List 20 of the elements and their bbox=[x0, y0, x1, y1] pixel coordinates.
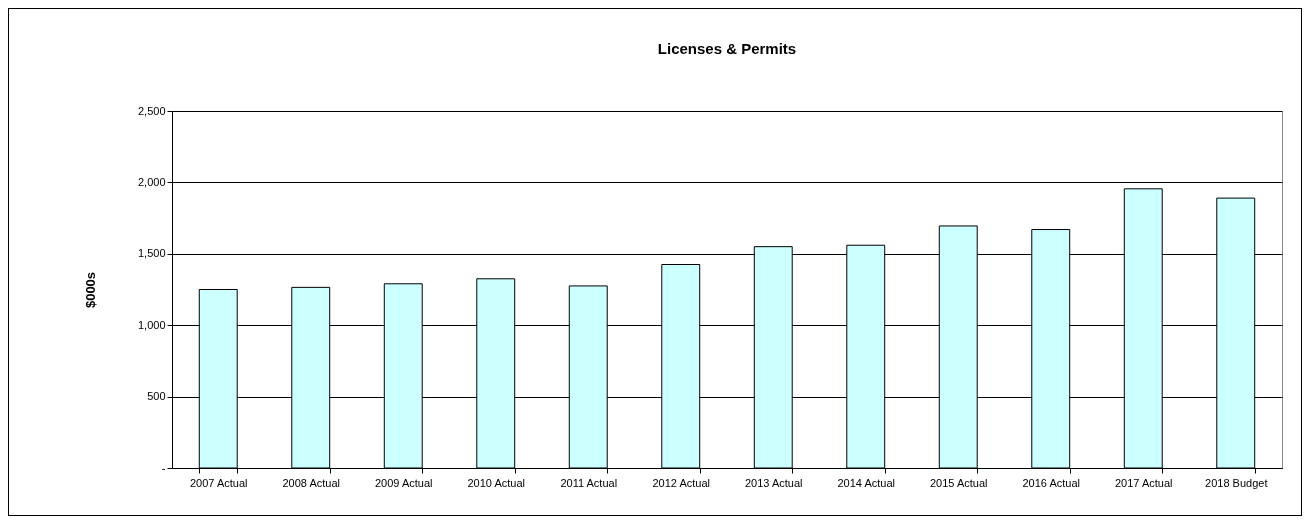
x-tick-label: 2011 Actual bbox=[560, 476, 618, 489]
y-tick-label: 2,000 bbox=[137, 175, 166, 188]
chart-title: Licenses & Permits bbox=[657, 40, 797, 57]
x-tick-label: 2010 Actual bbox=[467, 476, 525, 489]
y-tick-label: 1,500 bbox=[137, 247, 166, 260]
x-tick-label: 2012 Actual bbox=[652, 476, 710, 489]
x-tick-label: 2015 Actual bbox=[930, 476, 988, 489]
x-tick-label: 2016 Actual bbox=[1022, 476, 1080, 489]
x-tick-label: 2009 Actual bbox=[375, 476, 433, 489]
x-tick-label: 2013 Actual bbox=[745, 476, 803, 489]
x-tick-label: 2007 Actual bbox=[190, 476, 248, 489]
y-tick-label: 500 bbox=[147, 390, 166, 403]
x-tick-label: 2008 Actual bbox=[282, 476, 340, 489]
y-tick-label: 1,000 bbox=[137, 318, 166, 331]
y-axis-title: $000s bbox=[82, 271, 98, 309]
x-tick-label: 2018 Budget bbox=[1205, 476, 1268, 489]
y-tick-label: - bbox=[161, 461, 166, 474]
x-tick-label: 2017 Actual bbox=[1115, 476, 1173, 489]
x-tick-label: 2014 Actual bbox=[837, 476, 895, 489]
y-tick-label: 2,500 bbox=[137, 104, 166, 117]
